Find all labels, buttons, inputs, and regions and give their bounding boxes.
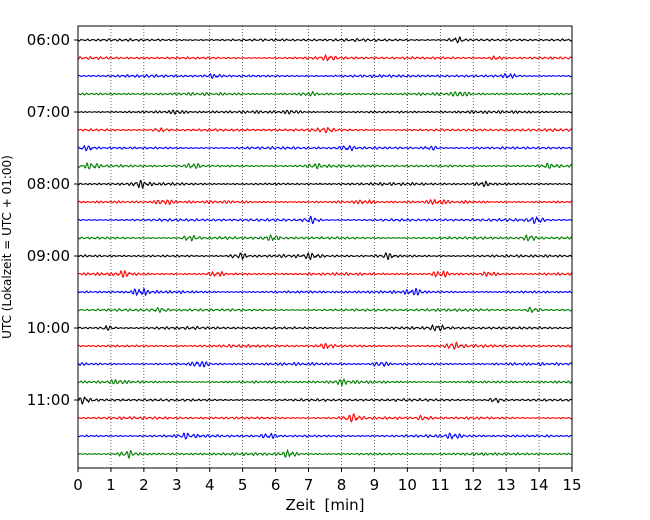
seismogram-trace (77, 145, 573, 152)
seismogram-trace (77, 54, 573, 62)
x-tick-label: 2 (139, 476, 149, 494)
x-tick-label: 10 (398, 476, 417, 494)
seismogram-trace (77, 270, 573, 278)
seismogram-trace (77, 215, 573, 225)
seismogram-trace (77, 109, 573, 115)
y-tick-label: 11:00 (27, 391, 70, 409)
seismogram-trace (77, 127, 573, 134)
x-tick-label: 15 (562, 476, 581, 494)
seismogram-trace (77, 324, 573, 332)
seismogram-trace (77, 73, 573, 79)
x-tick-label: 4 (205, 476, 215, 494)
y-tick-label: 07:00 (27, 103, 70, 121)
x-tick-label: 14 (530, 476, 549, 494)
x-tick-label: 8 (337, 476, 347, 494)
seismogram-trace (77, 449, 573, 459)
y-tick-label: 06:00 (27, 31, 70, 49)
x-tick-label: 3 (172, 476, 182, 494)
seismogram-trace (77, 199, 573, 206)
seismogram-trace (77, 341, 573, 350)
y-axis-ticks: 06:00 07:00 08:00 09:00 10:00 11:00 (27, 31, 78, 409)
seismogram-traces (77, 36, 573, 459)
seismogram-trace (77, 162, 573, 170)
y-tick-label: 10:00 (27, 319, 70, 337)
x-tick-label: 7 (304, 476, 314, 494)
seismogram-trace (77, 90, 573, 97)
seismogram-trace (77, 396, 573, 405)
seismogram-trace (77, 287, 573, 296)
x-tick-label: 11 (431, 476, 450, 494)
seismogram-trace (77, 413, 573, 423)
seismogram-trace (77, 179, 573, 189)
y-axis-label: UTC (Lokalzeit = UTC + 01:00) (0, 155, 14, 339)
x-tick-label: 13 (497, 476, 516, 494)
y-tick-label: 09:00 (27, 247, 70, 265)
x-axis-ticks: 0 1 2 3 4 5 6 7 8 9 10 11 12 13 14 15 (73, 468, 582, 494)
seismogram-trace (77, 252, 573, 261)
x-tick-label: 9 (370, 476, 380, 494)
y-tick-label: 08:00 (27, 175, 70, 193)
seismogram-trace (77, 378, 573, 387)
seismogram-trace (77, 36, 573, 44)
x-tick-label: 1 (106, 476, 116, 494)
plot-frame (77, 25, 573, 469)
seismogram-trace (77, 361, 573, 368)
x-axis-label: Zeit [min] (285, 496, 364, 514)
x-tick-label: 0 (73, 476, 83, 494)
seismogram-trace (77, 306, 573, 314)
x-tick-label: 12 (464, 476, 483, 494)
x-tick-label: 5 (238, 476, 248, 494)
seismogram-trace (77, 234, 573, 242)
seismogram-trace (77, 432, 573, 440)
x-tick-label: 6 (271, 476, 281, 494)
